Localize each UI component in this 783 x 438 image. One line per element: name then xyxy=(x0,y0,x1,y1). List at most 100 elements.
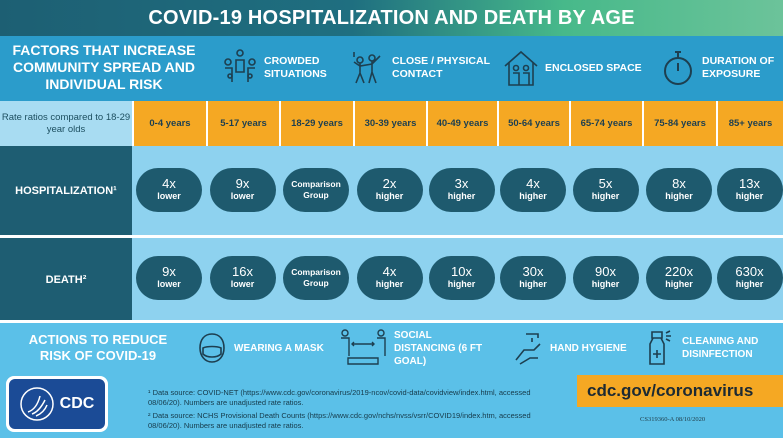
rate-ratio-direction: higher xyxy=(665,191,693,201)
factor-label: ENCLOSED SPACE xyxy=(545,61,642,74)
rate-ratio-pill: 10x higher xyxy=(428,256,495,300)
rate-ratio-direction: lower xyxy=(230,191,255,201)
action-distancing: SOCIAL DISTANCING (6 FT GOAL) xyxy=(338,328,494,368)
stopwatch-icon xyxy=(664,51,692,85)
rate-ratio-pill: 4x higher xyxy=(356,256,423,300)
action-label: HAND HYGIENE xyxy=(550,342,627,354)
website-link[interactable]: cdc.gov/coronavirus xyxy=(577,375,783,407)
age-column-header: 50-64 years xyxy=(497,101,569,146)
rate-ratio-direction: higher xyxy=(375,279,404,289)
factors-band: FACTORS THAT INCREASE COMMUNITY SPREAD A… xyxy=(0,36,783,101)
comparison-group-pill: Comparison Group xyxy=(283,256,349,300)
factor-contact: CLOSE / PHYSICAL CONTACT xyxy=(350,48,492,88)
house-icon xyxy=(504,50,538,86)
age-header-row: Rate ratios compared to 18-29 year olds … xyxy=(0,101,783,146)
action-mask: WEARING A MASK xyxy=(196,328,324,368)
hospitalization-row: HOSPITALIZATION¹ 4x lower 9x lower Compariso… xyxy=(0,146,783,236)
rate-ratio-direction: higher xyxy=(591,279,620,289)
rate-ratio-value: 13x xyxy=(739,176,760,191)
factor-enclosed: ENCLOSED SPACE xyxy=(503,48,645,88)
age-column-header: 85+ years xyxy=(716,101,783,146)
rate-ratio-value: 220x xyxy=(664,264,694,279)
rate-ratio-value: 8x xyxy=(672,176,686,191)
rate-ratio-value: 90x xyxy=(595,264,616,279)
rate-ratio-pill: 30x higher xyxy=(500,256,566,300)
rate-ratio-pill: 2x higher xyxy=(356,168,423,212)
rate-ratio-value: 3x xyxy=(454,176,469,191)
factor-label: CLOSE / PHYSICAL CONTACT xyxy=(392,55,490,80)
crowd-icon xyxy=(224,49,256,82)
page-title: COVID-19 HOSPITALIZATION AND DEATH BY AG… xyxy=(0,0,783,36)
rate-ratio-label: Rate ratios compared to 18-29 year olds xyxy=(0,101,132,146)
mask-icon xyxy=(199,333,225,363)
rate-ratio-value: 630x xyxy=(735,264,764,279)
footnote-2: ² Data source: NCHS Provisional Death Co… xyxy=(148,411,531,430)
rate-ratio-value: 9x xyxy=(162,264,176,279)
rate-ratio-value: 5x xyxy=(598,176,613,191)
rate-ratio-pill: 9x lower xyxy=(209,168,276,212)
dancing-people-icon xyxy=(353,52,381,84)
rate-ratio-pill: 13x higher xyxy=(716,168,783,212)
rate-ratio-value: 10x xyxy=(451,264,472,279)
rate-ratio-pill: 4x higher xyxy=(500,168,566,212)
action-label: SOCIAL DISTANCING (6 FT GOAL) xyxy=(394,329,483,367)
spray-bottle-icon xyxy=(649,330,671,365)
rate-ratio-direction: higher xyxy=(591,191,620,201)
death-row: DEATH² 9x lower 16x lower Comparison Group 4x… xyxy=(0,238,783,322)
comparison-group-pill: Comparison Group xyxy=(283,168,349,212)
age-column-header: 65-74 years xyxy=(569,101,642,146)
action-label: CLEANING AND DISINFECTION xyxy=(682,336,759,360)
row-label: HOSPITALIZATION¹ xyxy=(0,146,132,236)
age-column-header: 40-49 years xyxy=(426,101,497,146)
age-column-header: 5-17 years xyxy=(206,101,279,146)
rate-ratio-pill: 4x lower xyxy=(136,168,202,212)
rate-ratio-direction: lower xyxy=(157,191,181,201)
rate-ratio-value: 16x xyxy=(232,264,253,279)
rate-ratio-direction: higher xyxy=(375,191,404,201)
rate-ratio-direction: higher xyxy=(665,279,693,289)
rate-ratio-pill: 16x lower xyxy=(209,256,276,300)
rate-ratio-direction: higher xyxy=(519,191,547,201)
row-divider xyxy=(0,235,783,238)
rate-ratio-value: 2x xyxy=(382,176,397,191)
document-code: CS319360-A 08/10/2020 xyxy=(640,416,706,423)
rate-ratio-direction: higher xyxy=(735,279,764,289)
age-column-header: 0-4 years xyxy=(132,101,206,146)
action-label: WEARING A MASK xyxy=(234,342,324,354)
rate-ratio-value: 4x xyxy=(162,176,176,191)
cdc-logo-text: CDC xyxy=(59,395,95,412)
factors-title: FACTORS THAT INCREASE COMMUNITY SPREAD A… xyxy=(12,42,196,92)
row-label: DEATH² xyxy=(0,238,132,322)
row-divider xyxy=(0,320,783,323)
rate-ratio-pill: 9x lower xyxy=(136,256,202,300)
rate-ratio-value: 4x xyxy=(382,264,397,279)
factor-label: CROWDED SITUATIONS xyxy=(264,55,327,80)
age-column-header: 75-84 years xyxy=(642,101,716,146)
factor-duration: DURATION OF EXPOSURE xyxy=(660,48,782,88)
rate-ratio-direction: higher xyxy=(735,191,764,201)
rate-ratio-direction: higher xyxy=(519,279,547,289)
rate-ratio-pill: 90x higher xyxy=(572,256,639,300)
rate-ratio-direction: higher xyxy=(447,279,476,289)
age-column-header: 18-29 years xyxy=(279,101,353,146)
rate-ratio-direction: lower xyxy=(157,279,181,289)
rate-ratio-pill: 220x higher xyxy=(646,256,712,300)
rate-ratio-direction: higher xyxy=(447,191,476,201)
handwashing-icon xyxy=(515,333,541,365)
footnote-1: ¹ Data source: COVID-NET (https://www.cd… xyxy=(148,388,531,407)
rate-ratio-value: 30x xyxy=(522,264,544,279)
action-hand-hygiene: HAND HYGIENE xyxy=(512,328,627,368)
rate-ratio-pill: 3x higher xyxy=(428,168,495,212)
age-column-header: 30-39 years xyxy=(353,101,426,146)
factor-crowded: CROWDED SITUATIONS xyxy=(222,48,334,88)
rate-ratio-direction: lower xyxy=(230,279,255,289)
actions-title: ACTIONS TO REDUCE RISK OF COVID-19 xyxy=(28,332,168,363)
rate-ratio-pill: 8x higher xyxy=(646,168,712,212)
hhs-eagle-icon xyxy=(19,387,54,421)
cdc-logo: CDC xyxy=(6,376,108,432)
factor-label: DURATION OF EXPOSURE xyxy=(702,55,775,80)
rate-ratio-value: 9x xyxy=(235,176,250,191)
rate-ratio-value: 4x xyxy=(526,176,540,191)
rate-ratio-value: Comparison Group xyxy=(291,179,341,200)
actions-band: ACTIONS TO REDUCE RISK OF COVID-19 WEARI… xyxy=(0,322,783,438)
